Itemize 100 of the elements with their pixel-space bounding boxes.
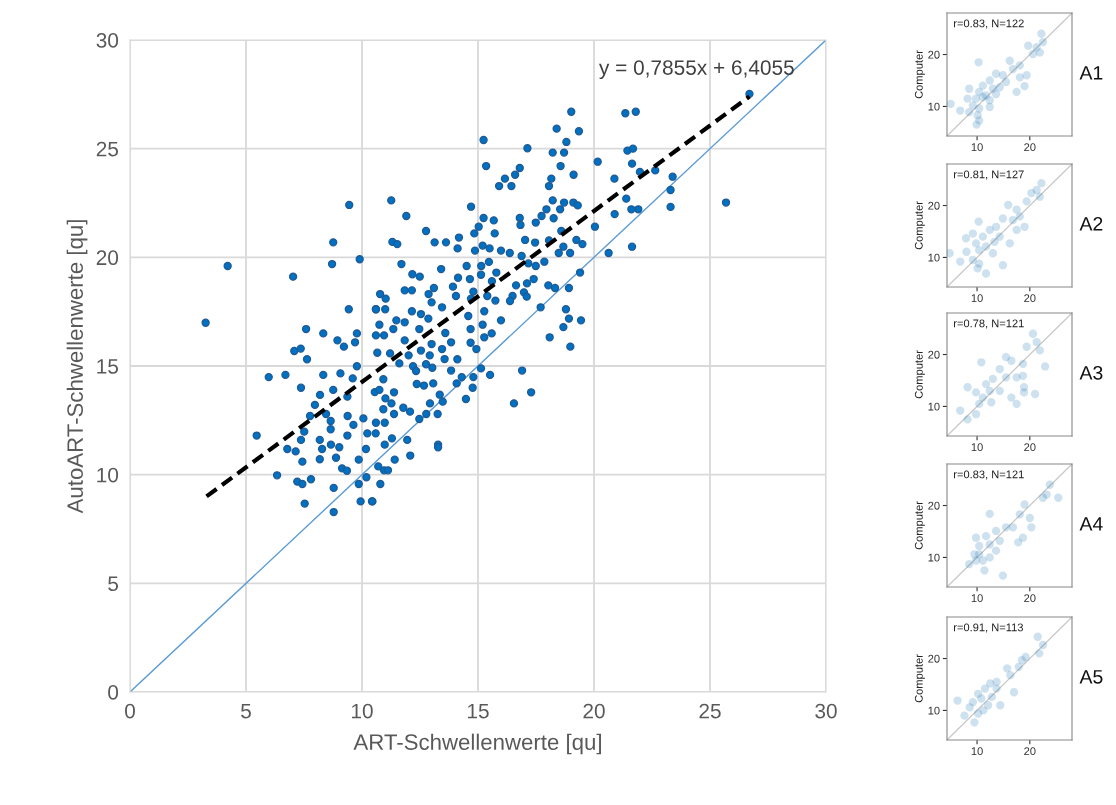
- point: [975, 399, 984, 408]
- point: [965, 703, 974, 712]
- point: [1015, 510, 1024, 519]
- point: [996, 701, 1005, 710]
- point: [947, 249, 954, 258]
- point: [1040, 362, 1050, 371]
- point: [964, 84, 974, 93]
- point: [995, 232, 1004, 241]
- point: [1015, 61, 1024, 70]
- point: [1042, 490, 1051, 499]
- point: [974, 58, 983, 67]
- point: [987, 692, 996, 702]
- point: [1027, 523, 1036, 532]
- point: [1015, 73, 1024, 82]
- point: [1054, 493, 1063, 502]
- point: [985, 386, 994, 396]
- y-axis-title: Computer: [914, 350, 925, 399]
- y-tick-label: 20: [928, 201, 940, 210]
- y-axis-title: AutoART-Schwellenwerte [qu]: [66, 220, 88, 514]
- point: [1022, 197, 1031, 206]
- annotation: r=0.78, N=121: [953, 319, 1024, 329]
- y-tick-label: 20: [928, 654, 940, 663]
- point: [1022, 342, 1031, 351]
- point: [1012, 399, 1021, 408]
- point: [1038, 37, 1048, 47]
- point: [971, 533, 981, 542]
- point: [1008, 215, 1018, 225]
- point: [1024, 41, 1033, 50]
- text: A5: [1079, 670, 1103, 684]
- annotation: r=0.81, N=127: [953, 170, 1024, 180]
- y-axis-title: Computer: [914, 654, 925, 703]
- point: [1005, 239, 1014, 248]
- point: [947, 99, 955, 108]
- point: [985, 553, 994, 562]
- point: [956, 257, 965, 266]
- point: [1002, 664, 1012, 673]
- point: [990, 237, 999, 247]
- point: [953, 696, 962, 705]
- point: [1035, 192, 1044, 201]
- point: [972, 120, 981, 129]
- y-tick-label: 20: [928, 501, 940, 510]
- point: [956, 106, 965, 115]
- x-tick-label: 5: [241, 703, 251, 719]
- point: [995, 386, 1004, 396]
- point: [991, 526, 1001, 536]
- y-tick-label: 10: [928, 402, 940, 411]
- point: [1018, 359, 1028, 369]
- point: [991, 546, 1001, 555]
- point: [1017, 655, 1027, 665]
- point: [1032, 337, 1041, 347]
- point: [998, 214, 1008, 223]
- point: [1020, 222, 1029, 231]
- point: [988, 374, 998, 384]
- x-tick-label: 0: [125, 703, 135, 719]
- point: [995, 83, 1004, 92]
- annotation: r=0.91, N=113: [953, 623, 1023, 633]
- point: [980, 566, 989, 575]
- point: [1025, 513, 1034, 523]
- point: [1009, 688, 1019, 697]
- point: [1001, 523, 1011, 532]
- point: [980, 684, 990, 693]
- point: [985, 540, 994, 549]
- point: [964, 560, 974, 569]
- point: [971, 388, 981, 397]
- point: [992, 684, 1001, 693]
- point: [991, 69, 1001, 78]
- point: [995, 536, 1004, 545]
- y-tick-label: 10: [97, 467, 119, 483]
- point: [981, 379, 991, 389]
- point: [1028, 329, 1038, 338]
- point: [1018, 371, 1028, 380]
- point: [977, 358, 986, 367]
- point: [986, 679, 995, 688]
- text: A1: [1079, 66, 1103, 80]
- point: [1004, 200, 1013, 210]
- point: [1038, 640, 1048, 650]
- point: [1006, 670, 1015, 680]
- point: [985, 225, 994, 235]
- annotation: r=0.83, N=122: [953, 19, 1024, 29]
- point: [1007, 356, 1016, 365]
- point: [1007, 393, 1016, 402]
- point: [1012, 225, 1021, 235]
- point: [1019, 388, 1029, 397]
- point: [1035, 48, 1044, 57]
- y-tick-label: 0: [108, 685, 119, 700]
- point: [1035, 649, 1044, 658]
- point: [985, 76, 994, 85]
- annotation: r=0.83, N=121: [953, 470, 1024, 480]
- point: [995, 364, 1004, 374]
- point: [1037, 179, 1046, 188]
- point: [1027, 188, 1036, 198]
- x-tick-label: 10: [352, 703, 373, 719]
- point: [971, 410, 981, 419]
- x-tick-label: 15: [468, 703, 489, 719]
- point: [988, 249, 998, 258]
- x-tick-label: 20: [583, 703, 605, 719]
- point: [956, 406, 965, 415]
- point: [971, 556, 981, 565]
- point: [978, 393, 988, 402]
- y-tick-label: 20: [928, 350, 940, 359]
